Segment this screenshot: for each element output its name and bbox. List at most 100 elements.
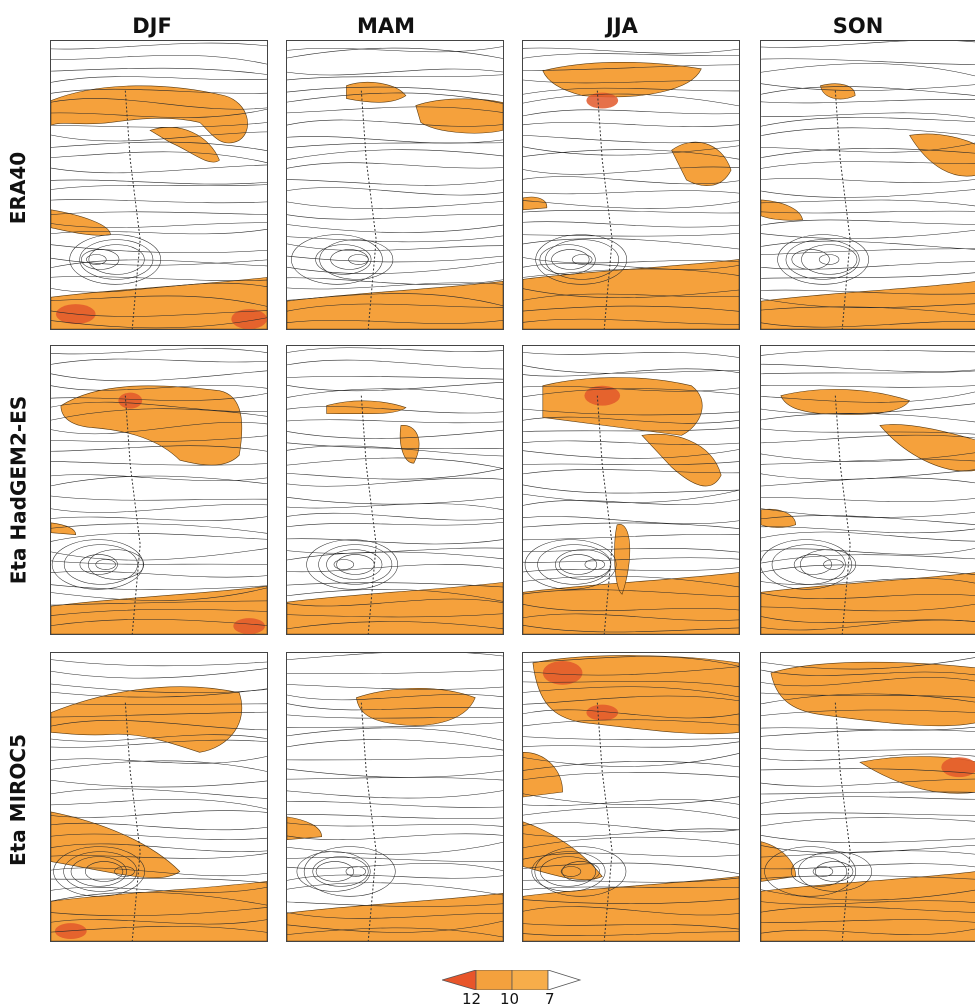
- streamline: [523, 149, 739, 160]
- streamline: [287, 419, 503, 424]
- streamline: [523, 931, 739, 936]
- streamline: [287, 727, 503, 741]
- map-panel-era40-jja: [522, 40, 740, 330]
- streamline: [523, 87, 739, 95]
- streamline: [287, 224, 503, 233]
- streamline: [287, 255, 503, 263]
- streamline: [51, 184, 267, 190]
- streamline: [51, 122, 267, 128]
- streamline: [761, 413, 975, 423]
- streamline: [523, 898, 739, 904]
- wind-speed-region: [356, 688, 476, 726]
- wind-speed-region: [287, 893, 503, 941]
- streamline: [761, 41, 975, 48]
- streamline: [51, 282, 267, 293]
- streamline: [761, 753, 975, 761]
- wind-speed-region: [399, 425, 420, 464]
- streamline: [287, 46, 503, 53]
- streamline: [523, 799, 739, 806]
- streamline: [287, 136, 503, 144]
- streamline-gyre: [81, 249, 120, 270]
- streamline: [51, 584, 267, 590]
- streamline: [761, 428, 975, 435]
- row-title-era40: ERA40: [6, 151, 30, 224]
- streamline: [761, 526, 975, 534]
- streamline: [51, 199, 267, 204]
- streamline: [761, 112, 975, 119]
- streamline: [523, 516, 739, 525]
- streamline: [51, 474, 267, 481]
- streamline: [51, 504, 267, 513]
- streamline: [761, 928, 975, 935]
- streamline: [51, 779, 267, 788]
- streamline: [51, 688, 267, 698]
- streamline: [287, 857, 503, 863]
- streamline: [287, 119, 503, 127]
- streamline: [523, 680, 739, 688]
- colorbar-segment-7: [511, 970, 549, 990]
- streamline: [287, 521, 503, 528]
- streamline: [287, 468, 503, 480]
- streamline: [523, 772, 739, 780]
- streamline-gyre: [534, 846, 627, 897]
- streamline: [523, 368, 739, 377]
- streamline: [761, 477, 975, 487]
- streamline: [523, 852, 739, 860]
- wind-speed-region: [761, 572, 975, 634]
- streamline: [761, 844, 975, 854]
- colorbar-label-12: 12: [462, 990, 482, 1008]
- streamline: [761, 709, 975, 716]
- streamline: [287, 694, 503, 701]
- strong-wind-region: [584, 385, 621, 406]
- streamline: [761, 889, 975, 901]
- streamline: [523, 427, 739, 432]
- streamline: [761, 459, 975, 465]
- wind-speed-region: [542, 377, 703, 436]
- streamline-gyre: [539, 856, 597, 887]
- streamline: [523, 210, 739, 214]
- streamline: [287, 814, 503, 819]
- streamline: [51, 244, 267, 254]
- wind-speed-region: [149, 126, 220, 163]
- streamline: [287, 512, 503, 521]
- column-title-djf: DJF: [132, 14, 172, 38]
- streamline: [523, 793, 739, 806]
- streamline: [761, 554, 975, 564]
- streamline: [523, 79, 739, 84]
- strong-wind-region: [586, 92, 619, 109]
- streamline: [51, 310, 267, 317]
- streamline: [51, 560, 267, 565]
- wind-speed-region: [879, 424, 975, 472]
- streamline: [287, 277, 503, 285]
- streamline: [523, 176, 739, 185]
- streamline: [523, 461, 739, 466]
- wind-speed-region: [761, 841, 796, 882]
- streamline: [51, 435, 267, 443]
- streamline: [523, 449, 739, 459]
- streamline: [51, 867, 267, 877]
- streamline: [51, 408, 267, 421]
- streamline: [523, 408, 739, 416]
- streamline: [761, 603, 975, 612]
- strong-wind-region: [233, 618, 266, 634]
- streamline: [761, 58, 975, 65]
- colorbar: [442, 970, 582, 990]
- streamline: [523, 761, 739, 771]
- streamline: [523, 862, 739, 874]
- streamline: [51, 516, 267, 521]
- streamline-gyre: [818, 254, 840, 265]
- streamline: [51, 878, 267, 884]
- strong-wind-region: [54, 923, 87, 940]
- streamline: [761, 306, 975, 315]
- streamline-gyre: [319, 239, 394, 280]
- map-panel-eta-miroc5-jja: [522, 652, 740, 942]
- streamline: [523, 200, 739, 209]
- streamline: [523, 613, 739, 621]
- wind-speed-region: [326, 400, 407, 415]
- streamline: [51, 179, 267, 185]
- streamline: [51, 445, 267, 452]
- wind-speed-region: [641, 433, 722, 487]
- streamline: [287, 669, 503, 674]
- streamline-gyre: [312, 856, 369, 887]
- streamline: [761, 178, 975, 183]
